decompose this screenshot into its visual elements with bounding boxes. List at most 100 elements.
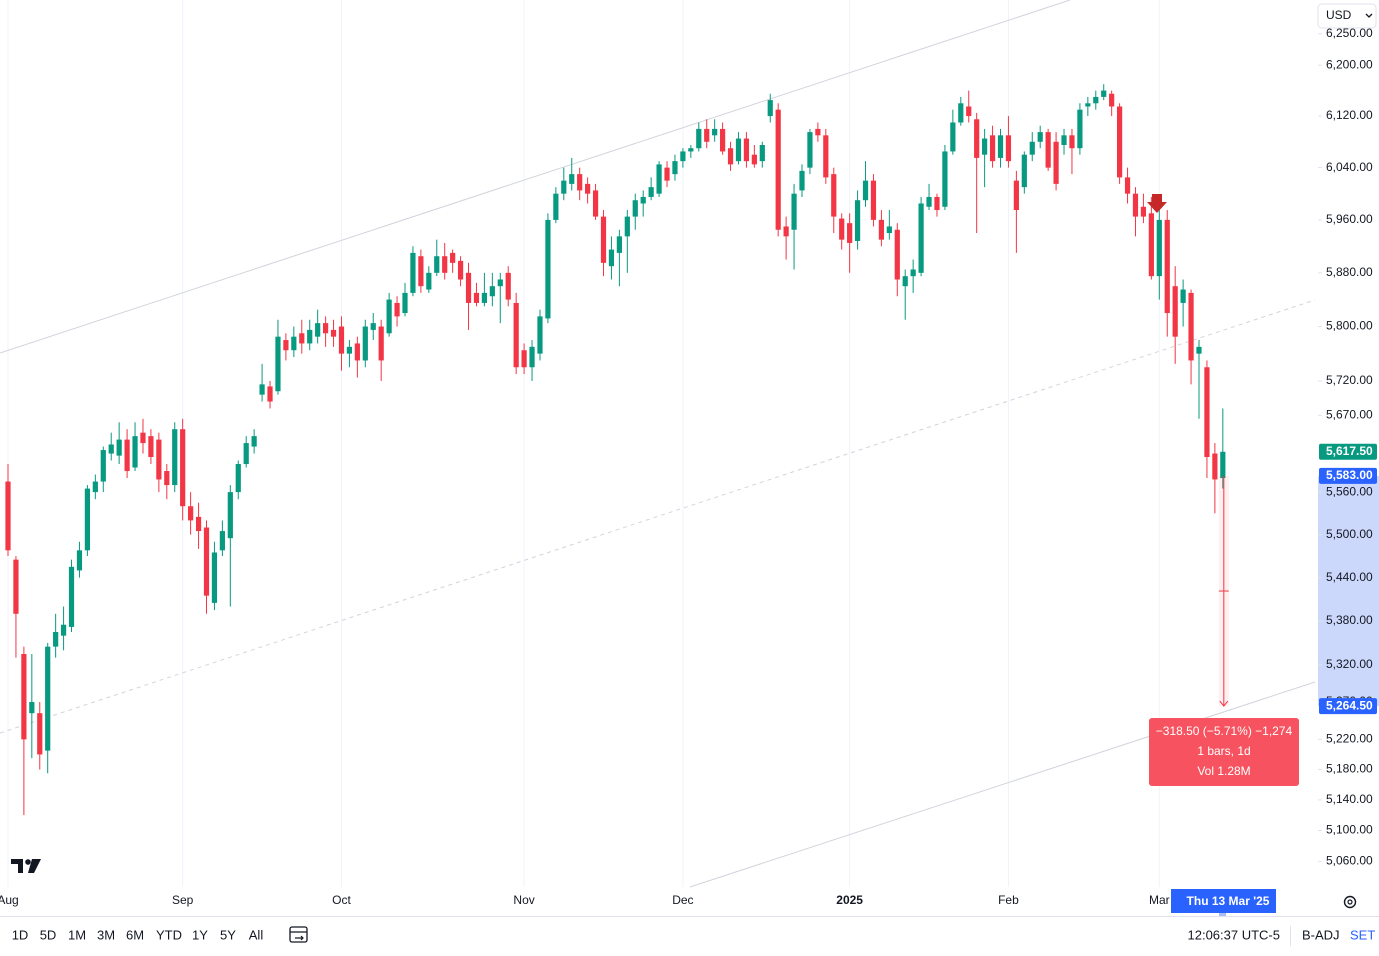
timeframe-button[interactable]: 5D xyxy=(40,927,57,942)
candle-body xyxy=(950,122,956,152)
time-axis: Aug Sep Oct Nov Dec 2025 Feb Mar xyxy=(0,893,1170,907)
candle-body xyxy=(1180,289,1186,303)
candle-body xyxy=(513,302,519,368)
candle-body xyxy=(712,128,718,136)
candle-body xyxy=(434,256,440,273)
candle-body xyxy=(1037,132,1043,142)
candle-body xyxy=(338,326,345,354)
candle-body xyxy=(156,439,162,480)
candle-body xyxy=(847,223,853,243)
timeframe-button[interactable]: 1D xyxy=(12,927,29,942)
candle-body xyxy=(807,132,813,168)
candle-body xyxy=(378,326,384,361)
tooltip-line: −318.50 (−5.71%) −1,274 xyxy=(1156,724,1293,738)
candle-body xyxy=(910,269,916,277)
candle-body xyxy=(775,109,781,230)
timeframe-button[interactable]: 1M xyxy=(68,927,86,942)
candle-body xyxy=(1117,106,1123,178)
y-tick-label: 5,560.00 xyxy=(1326,484,1373,498)
candle-body xyxy=(759,144,765,162)
candle-body xyxy=(211,552,218,603)
candle-body xyxy=(505,272,511,300)
session-toggle[interactable]: SET xyxy=(1350,927,1375,942)
candle-body xyxy=(203,527,210,596)
clock: 12:06:37 UTC-5 xyxy=(1188,927,1281,942)
y-tick-label: 6,040.00 xyxy=(1326,160,1373,174)
timeframe-button[interactable]: 3M xyxy=(97,927,115,942)
adjust-toggle[interactable]: B-ADJ xyxy=(1302,927,1340,942)
candle-body xyxy=(299,333,305,344)
currency-label[interactable]: USD xyxy=(1326,8,1352,22)
candle-body xyxy=(553,193,559,220)
timeframe-button[interactable]: 1Y xyxy=(192,927,208,942)
candle-body xyxy=(958,103,964,123)
candle-body xyxy=(569,174,575,184)
price-label-box xyxy=(1319,443,1377,460)
gear[interactable] xyxy=(1343,895,1357,909)
candle-body xyxy=(354,343,360,361)
sell-signal-arrow xyxy=(1147,194,1167,213)
timeframe-button[interactable]: 5Y xyxy=(220,927,236,942)
tooltip-box xyxy=(1149,718,1299,786)
candle-body xyxy=(497,279,503,287)
currency-box[interactable] xyxy=(1317,3,1377,29)
candle-body xyxy=(1188,292,1194,361)
timeframe-button[interactable]: 6M xyxy=(126,927,144,942)
candle-body xyxy=(585,183,591,194)
candle-body xyxy=(1140,206,1147,217)
candle-body xyxy=(362,326,368,361)
price-label: 5,617.50 xyxy=(1326,444,1373,458)
candle-body xyxy=(1077,109,1083,149)
settings-button[interactable] xyxy=(1343,895,1357,909)
candle-body xyxy=(307,329,313,344)
candle-body xyxy=(886,226,892,234)
candle-body xyxy=(537,316,543,354)
x-tick-label: 2025 xyxy=(836,893,863,907)
calendar-icon[interactable] xyxy=(289,926,308,943)
y-tick-label: 6,200.00 xyxy=(1326,57,1373,71)
candle-body xyxy=(1101,90,1107,97)
candle-body xyxy=(267,386,273,402)
candle-body xyxy=(1212,453,1218,480)
candle-body xyxy=(164,471,170,486)
candle-body xyxy=(243,443,249,465)
timeframe-button[interactable]: YTD xyxy=(156,927,182,942)
candle-body xyxy=(966,106,972,117)
x-tick-label: Dec xyxy=(672,893,693,907)
candle-body xyxy=(13,559,19,614)
candle-body xyxy=(426,272,432,290)
timeframe-button[interactable]: All xyxy=(249,927,264,942)
candle-body xyxy=(577,174,583,191)
y-tick-label: 5,880.00 xyxy=(1326,265,1373,279)
price-label: 5,264.50 xyxy=(1326,698,1373,712)
measure-tool xyxy=(1218,475,1229,707)
price-label-box xyxy=(1319,467,1377,484)
bottom-toolbar: 12:06:37 UTC-5 B-ADJ SET 1D 5D 1M 3M 6M YTD 1Y… xyxy=(12,926,1375,946)
candle-body xyxy=(45,646,51,751)
measure-tooltip: −318.50 (−5.71%) −1,274 1 bars, 1d Vol 1.2… xyxy=(1149,718,1299,786)
candle-body xyxy=(616,236,622,253)
crosshair-date: Thu 13 Mar '25 xyxy=(1171,889,1276,917)
currency-dropdown[interactable]: USD xyxy=(1317,3,1377,29)
y-tick-label: 5,140.00 xyxy=(1326,792,1373,806)
candle-body xyxy=(997,135,1004,158)
candle-body xyxy=(1061,135,1067,145)
candle-body xyxy=(521,350,527,368)
price-label-box xyxy=(1319,698,1377,715)
candle-body xyxy=(989,135,996,162)
calendar-arrow xyxy=(295,935,304,941)
x-tick-label: Aug xyxy=(0,893,19,907)
candle-body xyxy=(894,229,900,280)
candle-body xyxy=(704,128,710,142)
candle-body xyxy=(720,128,726,152)
candle-body xyxy=(743,138,750,162)
date-range-button[interactable] xyxy=(289,926,308,943)
candle-body xyxy=(600,216,607,263)
candle-body xyxy=(108,444,114,454)
candle-body xyxy=(195,516,202,532)
candle-body xyxy=(656,164,662,194)
candle-body xyxy=(116,439,122,456)
price-label: 5,583.00 xyxy=(1326,468,1373,482)
candle-body xyxy=(465,272,472,303)
